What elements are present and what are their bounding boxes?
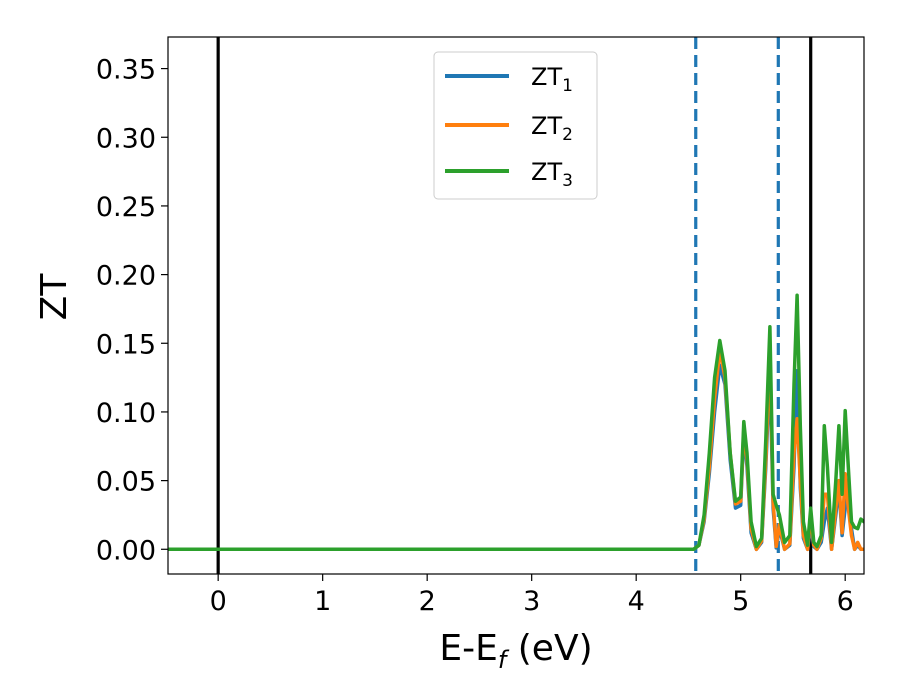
x-axis-title-unit: (eV): [506, 628, 592, 669]
legend-label-zt1: ZT1: [531, 63, 573, 96]
y-tick-label: 0.00: [96, 535, 156, 566]
y-tick-label: 0.05: [96, 467, 156, 498]
x-axis-title: E-Ef (eV): [439, 628, 592, 674]
y-tick-label: 0.10: [96, 398, 156, 429]
x-axis-ticks: 0 1 2 3 4 5 6: [210, 574, 854, 617]
x-tick-label: 6: [837, 586, 854, 617]
legend-label-zt2: ZT2: [531, 112, 573, 145]
y-axis-title: ZT: [34, 273, 75, 321]
x-tick-label: 4: [628, 586, 645, 617]
legend-label-zt3: ZT3: [531, 158, 573, 191]
y-tick-label: 0.20: [96, 261, 156, 292]
x-tick-label: 1: [314, 586, 331, 617]
legend-box: [433, 51, 598, 200]
series-line-zt3: [168, 293, 864, 552]
series-line-zt1: [168, 363, 864, 552]
vertical-reference-lines: [216, 37, 813, 574]
x-tick-label: 5: [732, 586, 749, 617]
series-layer: [168, 293, 864, 552]
x-tick-label: 0: [210, 586, 227, 617]
series-line-zt2: [168, 348, 864, 552]
x-tick-label: 2: [419, 586, 436, 617]
x-axis-title-main: E-E: [439, 628, 497, 669]
legend: ZT1 ZT2 ZT3: [433, 51, 598, 200]
plot-frame: [167, 36, 865, 575]
x-tick-label: 3: [523, 586, 540, 617]
y-tick-label: 0.35: [96, 55, 156, 86]
y-tick-label: 0.15: [96, 329, 156, 360]
y-tick-label: 0.25: [96, 192, 156, 223]
y-tick-label: 0.30: [96, 123, 156, 154]
y-axis-ticks: 0.00 0.05 0.10 0.15 0.20 0.25 0.30 0.35: [96, 55, 168, 566]
